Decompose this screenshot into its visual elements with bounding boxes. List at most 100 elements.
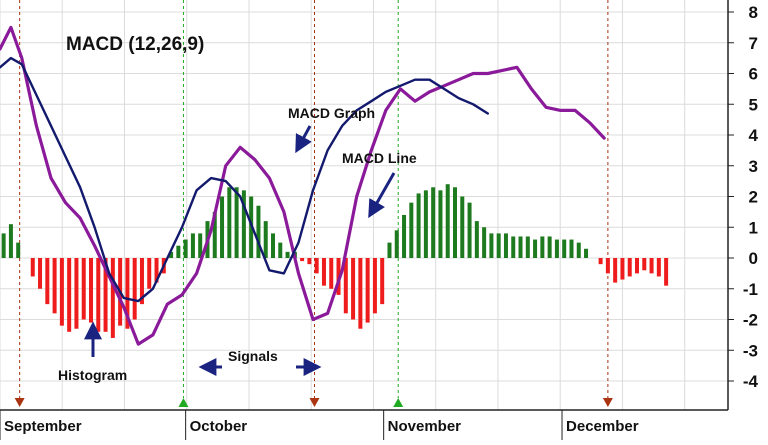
histogram-bar xyxy=(220,196,225,258)
histogram-bar xyxy=(474,221,479,258)
histogram-bar xyxy=(147,258,152,289)
histogram-bar xyxy=(81,258,86,320)
histogram-bar xyxy=(540,236,545,258)
histogram-bar xyxy=(452,187,458,258)
y-tick-label: 5 xyxy=(749,95,758,114)
signals-annotation: Signals xyxy=(228,348,278,364)
histogram-bar xyxy=(409,202,414,258)
histogram-bar xyxy=(402,214,407,258)
macd-graph-line xyxy=(0,25,606,346)
histogram-bar xyxy=(1,233,6,258)
histogram-bar xyxy=(103,258,108,332)
macd-graph-arrow xyxy=(295,125,312,154)
histogram-bar xyxy=(416,193,421,258)
annotations: MACD Graph MACD Line Histogram Signals xyxy=(58,105,417,383)
macd-signal-line xyxy=(0,56,489,303)
y-tick-label: 6 xyxy=(749,65,758,84)
histogram-bar xyxy=(321,258,326,286)
histogram-bar xyxy=(212,211,217,258)
histogram-bar xyxy=(343,258,348,314)
histogram-bar xyxy=(263,221,268,258)
y-tick-label: -4 xyxy=(743,372,759,391)
histogram-bar xyxy=(169,251,174,258)
month-label: September xyxy=(4,418,82,435)
histogram-bar xyxy=(314,258,319,274)
month-label: December xyxy=(566,418,639,435)
histogram-bar xyxy=(620,258,625,280)
month-label: November xyxy=(388,418,462,435)
histogram-bar xyxy=(45,258,50,305)
histogram-bar xyxy=(438,190,443,258)
axes: 8 7 6 5 4 3 2 1 0 -1 -2 -3 -4 September October Novembe… xyxy=(0,0,759,440)
histogram-bar xyxy=(576,242,581,258)
histogram-bar xyxy=(642,258,647,271)
histogram-bar xyxy=(394,230,399,258)
y-tick-label: 1 xyxy=(749,218,758,237)
histogram-bar xyxy=(110,258,115,338)
histogram-bar xyxy=(547,236,552,258)
y-tick-label: 8 xyxy=(749,3,758,22)
histogram-bar xyxy=(190,233,195,258)
signal-lines xyxy=(14,0,613,407)
histogram-bar xyxy=(74,258,79,329)
histogram-bar xyxy=(489,233,494,258)
histogram-bar xyxy=(227,187,232,258)
histogram-bar xyxy=(598,258,603,265)
histogram-bar xyxy=(183,239,188,258)
histogram-bar xyxy=(198,233,203,258)
histogram-bar xyxy=(256,205,261,258)
histogram-bar xyxy=(154,258,159,283)
histogram-bar xyxy=(132,258,137,320)
histogram-bar xyxy=(307,258,312,265)
grid xyxy=(0,0,728,410)
histogram-bar xyxy=(241,190,246,258)
histogram-bar xyxy=(431,187,436,258)
histogram-bar xyxy=(511,236,516,258)
histogram-bar xyxy=(605,258,610,274)
histogram-bar xyxy=(8,224,13,258)
histogram-bar xyxy=(285,251,290,258)
histogram-bar xyxy=(125,258,130,329)
histogram-bar xyxy=(533,239,538,258)
buy-signal-marker xyxy=(178,398,189,407)
histogram-bar xyxy=(329,258,334,289)
histogram-bar xyxy=(482,227,487,258)
sell-signal-marker xyxy=(14,398,25,407)
histogram-bar xyxy=(569,239,574,258)
histogram-bar xyxy=(503,233,508,258)
histogram-bar xyxy=(38,258,43,289)
macd-line-annotation: MACD Line xyxy=(342,150,417,166)
histogram-bar xyxy=(627,258,632,277)
y-tick-label: 4 xyxy=(749,126,759,145)
histogram-bar xyxy=(372,258,377,314)
histogram-bar xyxy=(634,258,640,274)
y-tick-label: 7 xyxy=(749,34,758,53)
histogram-bar xyxy=(584,248,589,258)
histogram-bar xyxy=(351,258,356,320)
histogram-bar xyxy=(387,242,392,258)
series xyxy=(0,25,606,346)
histogram-bar xyxy=(656,258,661,277)
histogram-bar xyxy=(365,258,370,323)
histogram xyxy=(1,184,669,338)
histogram-bar xyxy=(358,258,363,329)
histogram-bar xyxy=(96,258,101,332)
histogram-bar xyxy=(562,239,567,258)
histogram-bar xyxy=(467,202,472,258)
histogram-bar xyxy=(525,236,530,258)
histogram-bar xyxy=(445,184,450,258)
buy-signal-marker xyxy=(393,398,404,407)
histogram-bar xyxy=(270,233,276,258)
y-tick-label: 2 xyxy=(749,188,758,207)
y-tick-label: 0 xyxy=(749,249,758,268)
histogram-bar xyxy=(278,242,283,258)
y-tick-label: -1 xyxy=(743,280,758,299)
histogram-bar xyxy=(380,258,385,305)
chart-title: MACD (12,26,9) xyxy=(66,34,204,55)
histogram-bar xyxy=(234,187,239,258)
histogram-bar xyxy=(52,258,57,314)
sell-signal-marker xyxy=(309,398,320,407)
histogram-bar xyxy=(518,236,523,258)
histogram-bar xyxy=(664,258,669,286)
